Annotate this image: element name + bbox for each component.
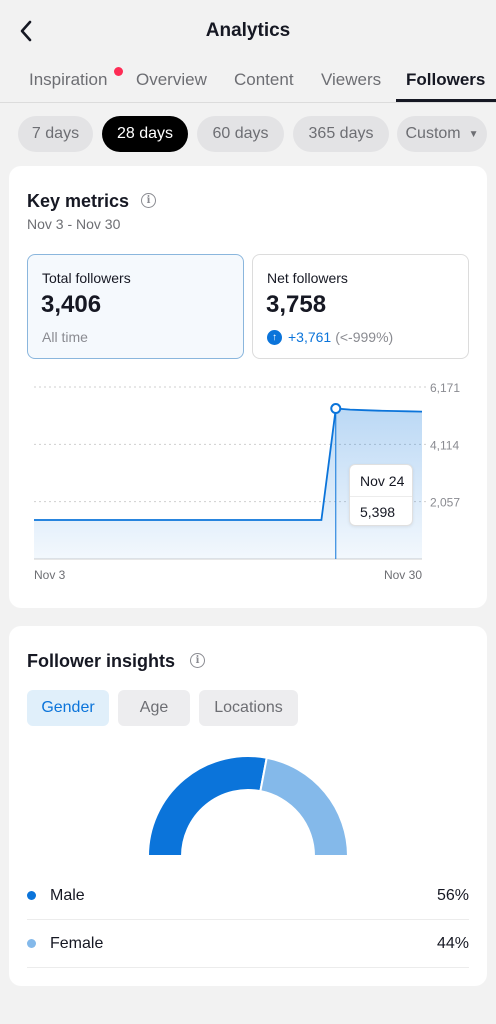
legend-label: Female [50, 934, 104, 952]
date-range-label: Nov 3 - Nov 30 [27, 216, 121, 232]
range-label: 365 days [308, 125, 374, 142]
chart-svg: 6,171 4,114 2,057 Nov 3 Nov 30 [34, 381, 460, 582]
metric-label: Net followers [267, 270, 348, 286]
metric-sub: All time [42, 329, 88, 345]
notification-dot [114, 67, 123, 76]
tab-viewers[interactable]: Viewers [321, 70, 382, 89]
legend-dot [27, 939, 36, 948]
key-metrics-card: Key metrics i Nov 3 - Nov 30 Total follo… [9, 166, 487, 608]
y-tick-label: 2,057 [430, 496, 460, 510]
tab-content[interactable]: Content [234, 70, 294, 89]
range-365-days[interactable]: 365 days [293, 116, 389, 152]
segment-gender[interactable]: Gender [27, 690, 109, 726]
y-tick-label: 6,171 [430, 381, 460, 395]
segment-label: Age [139, 699, 169, 716]
segment-locations[interactable]: Locations [199, 690, 298, 726]
highlight-point [330, 403, 342, 415]
range-label: Custom [405, 125, 461, 142]
bottom-spacer [0, 990, 496, 1024]
follower-insights-card: Follower insights i Gender Age Locations… [9, 626, 487, 986]
page-title: Analytics [205, 20, 291, 41]
series-line [34, 407, 423, 521]
tab-inspiration[interactable]: Inspiration [29, 70, 108, 89]
tab-followers[interactable]: Followers [406, 70, 486, 89]
range-label: 7 days [31, 125, 80, 142]
range-7-days[interactable]: 7 days [18, 116, 93, 152]
metric-value: 3,758 [266, 291, 327, 318]
gender-half-donut [146, 755, 350, 857]
header: Analytics [0, 0, 496, 62]
date-range-selector: 7 days 28 days 60 days 365 days Custom ▼ [0, 116, 496, 154]
segment-label: Gender [41, 699, 95, 716]
x-tick-label: Nov 30 [384, 568, 422, 582]
legend-value: 44% [436, 934, 469, 952]
tab-overview[interactable]: Overview [136, 70, 207, 89]
tooltip-divider [350, 496, 412, 497]
caret-down-icon: ▼ [468, 128, 479, 140]
chart-tooltip: Nov 24 5,398 [349, 464, 413, 526]
tooltip-date: Nov 24 [360, 473, 405, 489]
x-tick-label: Nov 3 [34, 568, 66, 582]
back-button[interactable] [12, 16, 40, 46]
metric-change: ↑ +3,761 (<-999%) [267, 329, 393, 345]
donut-slice-female[interactable] [259, 756, 350, 857]
change-percent: (<-999%) [335, 329, 394, 345]
followers-chart[interactable]: 6,171 4,114 2,057 Nov 3 Nov 30 [9, 376, 487, 601]
segment-age[interactable]: Age [118, 690, 190, 726]
tab-bar: Inspiration Overview Content Viewers Fol… [0, 62, 496, 103]
key-metrics-title: Key metrics [27, 191, 130, 211]
net-followers-metric[interactable]: Net followers 3,758 ↑ +3,761 (<-999%) [252, 254, 469, 359]
total-followers-metric[interactable]: Total followers 3,406 All time [27, 254, 244, 359]
donut-slice-male[interactable] [146, 755, 268, 857]
series-area [34, 408, 422, 559]
range-label: 28 days [116, 125, 174, 142]
range-60-days[interactable]: 60 days [197, 116, 284, 152]
segment-label: Locations [214, 699, 283, 716]
legend-row-male: Male 56% [27, 872, 469, 920]
range-custom[interactable]: Custom ▼ [397, 116, 487, 152]
follower-insights-title: Follower insights [27, 651, 176, 671]
legend-label: Male [50, 886, 85, 904]
metric-label: Total followers [42, 270, 131, 286]
arrow-up-icon: ↑ [267, 329, 282, 345]
legend-dot [27, 891, 36, 900]
change-value: +3,761 [288, 329, 332, 345]
range-28-days[interactable]: 28 days [102, 116, 188, 152]
chevron-left-icon [20, 20, 32, 42]
info-icon[interactable]: i [190, 653, 205, 668]
legend-row-female: Female 44% [27, 920, 469, 968]
active-tab-indicator [396, 99, 496, 102]
legend-value: 56% [436, 886, 469, 904]
info-icon[interactable]: i [141, 193, 156, 208]
range-label: 60 days [212, 125, 269, 142]
metric-value: 3,406 [41, 291, 102, 318]
tooltip-value: 5,398 [360, 504, 396, 520]
y-tick-label: 4,114 [430, 438, 459, 452]
